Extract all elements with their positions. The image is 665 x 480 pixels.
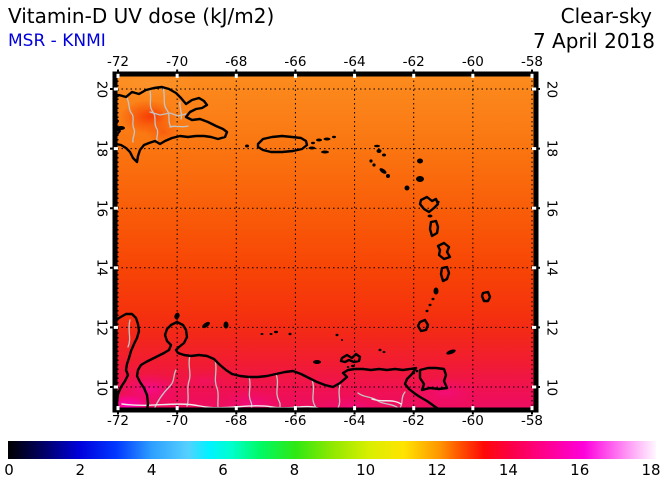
x-tick-label: -62 [402, 413, 425, 429]
graticule-gridlines [117, 76, 533, 408]
colorbar-tick-label: 6 [218, 461, 228, 479]
x-tick-label: -62 [402, 54, 425, 70]
x-tick-label: -68 [225, 413, 248, 429]
x-tick-label: -68 [225, 54, 248, 70]
x-tick-label: -64 [343, 54, 366, 70]
y-tick-label: 18 [93, 140, 110, 158]
y-tick-label: 16 [543, 199, 560, 217]
coast-guadeloupe [418, 195, 440, 214]
tick-stubs [110, 69, 540, 415]
coast-trinidad [418, 366, 449, 392]
x-tick-label: -58 [520, 54, 544, 70]
colorbar [8, 441, 656, 459]
date-label: 7 April 2018 [532, 29, 655, 53]
small-islands [117, 126, 456, 375]
coast-margarita [339, 352, 362, 364]
coast-st-lucia [439, 265, 451, 283]
colorbar-tick-label: 4 [146, 461, 157, 479]
y-tick-label: 12 [543, 318, 560, 336]
x-tick-label: -58 [520, 413, 544, 429]
colorbar-tick-label: 12 [427, 461, 447, 479]
tick-notches [113, 73, 537, 411]
plot-title: Vitamin-D UV dose (kJ/m2) [8, 4, 275, 28]
coast-puerto-rico [256, 134, 309, 154]
coast-dominica [428, 219, 440, 238]
colorbar-tick-label: 14 [498, 461, 518, 479]
coast-martinique [436, 241, 452, 261]
x-tick-label: -66 [284, 54, 307, 70]
y-tick-label: 20 [93, 80, 110, 98]
colorbar-tick-label: 0 [4, 461, 14, 479]
x-tick-label: -70 [166, 54, 189, 70]
x-tick-label: -72 [106, 54, 130, 70]
x-tick-label: -72 [106, 413, 130, 429]
coastlines [115, 85, 492, 412]
y-tick-label: 16 [93, 199, 110, 217]
uv-dose-field [115, 74, 537, 412]
coast-venezuela [115, 312, 446, 412]
x-tick-label: -64 [343, 413, 366, 429]
y-tick-label: 14 [543, 259, 560, 277]
y-tick-label: 18 [543, 140, 560, 158]
uv-anomaly-patches [115, 74, 480, 412]
colorbar-tick-label: 2 [75, 461, 86, 479]
colorbar-tick-label: 16 [570, 461, 590, 479]
y-tick-label: 20 [543, 80, 560, 98]
y-tick-label: 14 [93, 259, 110, 277]
colorbar-tick-label: 10 [356, 461, 376, 479]
x-tick-label: -70 [166, 413, 189, 429]
colorbar-tick-label: 18 [641, 461, 661, 479]
x-tick-label: -60 [461, 413, 484, 429]
map-frame [112, 71, 539, 413]
coast-barbados [480, 290, 492, 303]
coast-hispaniola [115, 85, 229, 164]
data-source-label: MSR - KNMI [8, 31, 106, 51]
coast-grenada [416, 318, 430, 333]
x-tick-label: -66 [284, 413, 307, 429]
sky-condition-label: Clear-sky [560, 4, 652, 28]
x-tick-label: -60 [461, 54, 484, 70]
colorbar-tick-label: 8 [289, 461, 300, 479]
y-tick-label: 10 [543, 378, 560, 396]
y-tick-label: 10 [93, 378, 110, 396]
y-tick-label: 12 [93, 318, 110, 336]
